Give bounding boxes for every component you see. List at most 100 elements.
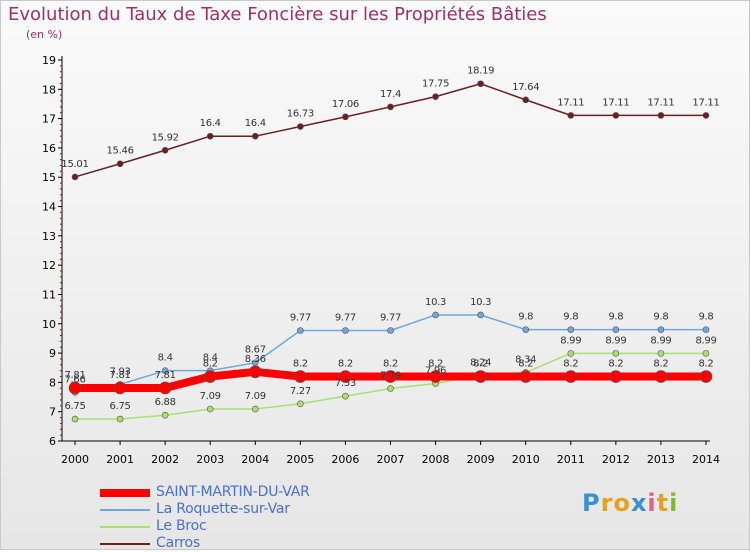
data-label: 8.2 [293, 359, 308, 370]
legend-swatch [100, 509, 150, 511]
data-point [342, 392, 349, 400]
data-label: 10.3 [425, 297, 446, 308]
data-point [567, 112, 575, 119]
legend-label: Le Broc [156, 518, 207, 534]
data-label: 9.77 [335, 313, 356, 324]
logo-letter: t [656, 489, 670, 517]
data-label: 8.67 [245, 345, 266, 356]
data-point [161, 146, 169, 154]
data-point [477, 311, 484, 319]
data-point [339, 370, 352, 383]
data-label: 8.99 [605, 335, 626, 346]
data-label: 8.2 [518, 359, 533, 370]
data-label: 6.88 [155, 397, 176, 408]
data-label: 16.4 [245, 118, 266, 129]
y-tick-label: 13 [42, 230, 56, 243]
data-point [612, 112, 620, 119]
data-point [342, 113, 349, 121]
data-label: 9.8 [518, 312, 533, 323]
data-point [567, 326, 575, 333]
x-tick-label: 2001 [106, 453, 134, 466]
data-point [432, 311, 439, 319]
x-tick-label: 2014 [692, 453, 720, 466]
x-tick-label: 2011 [557, 453, 585, 466]
data-label: 8.2 [428, 359, 443, 370]
data-label: 17.64 [512, 82, 539, 93]
data-label: 17.06 [332, 99, 359, 110]
data-label: 7.81 [155, 370, 176, 381]
data-label: 7.81 [110, 370, 131, 381]
data-label: 7.09 [200, 391, 221, 402]
data-point [71, 173, 79, 181]
data-point [522, 96, 530, 104]
data-point [567, 350, 575, 357]
data-point [657, 326, 665, 333]
data-label: 17.4 [380, 89, 401, 100]
proxiti-logo: Proxiti [582, 489, 678, 517]
chart-subtitle: (en %) [26, 28, 63, 41]
line-chart: 6 7 8 9 10 11 12 13 14 15 16 17 18 19 2000 2001 2002 2003… [42, 54, 720, 466]
data-label: 7.79 [380, 371, 401, 382]
data-label: 8.4 [203, 353, 218, 364]
data-point [654, 370, 668, 383]
logo-letter: x [630, 489, 648, 517]
data-point [387, 385, 394, 392]
y-tick-label: 17 [42, 113, 56, 126]
logo-letter: r [600, 489, 614, 517]
data-label: 16.73 [287, 109, 314, 120]
data-point [248, 365, 262, 379]
data-point [477, 80, 484, 88]
data-label: 8.99 [695, 335, 716, 346]
data-point [702, 112, 710, 119]
data-point [116, 415, 124, 423]
data-label: 9.8 [563, 312, 578, 323]
legend-swatch [100, 543, 150, 545]
data-point [71, 415, 79, 423]
data-point [113, 381, 127, 395]
y-tick-label: 6 [49, 435, 56, 448]
legend-label: La Roquette-sur-Var [156, 501, 290, 517]
data-point [612, 326, 620, 333]
y-tick-label: 12 [42, 259, 56, 272]
data-point [251, 405, 259, 413]
y-tick-label: 14 [42, 201, 56, 214]
data-label: 7.66 [64, 374, 85, 385]
data-point [297, 327, 304, 334]
data-point [206, 132, 214, 140]
x-tick-label: 2012 [602, 453, 630, 466]
data-label: 8.2 [698, 359, 713, 370]
data-label: 15.46 [107, 146, 134, 157]
y-tick-label: 11 [42, 288, 56, 301]
data-label: 17.11 [647, 97, 674, 108]
data-label: 17.75 [422, 79, 449, 90]
data-label: 7.81 [64, 370, 85, 381]
data-label: 7.96 [425, 366, 446, 377]
data-label: 8.2 [608, 359, 623, 370]
data-label: 7.93 [110, 366, 131, 377]
data-label: 8.36 [245, 354, 266, 365]
data-point [206, 405, 214, 413]
y-tick-label: 10 [42, 318, 56, 331]
data-point [251, 132, 259, 140]
x-tick-label: 2007 [377, 453, 405, 466]
data-label: 7.53 [335, 378, 356, 389]
data-point [384, 370, 397, 383]
data-label: 7.27 [290, 386, 311, 397]
data-label: 15.92 [152, 132, 179, 143]
x-tick-label: 2009 [467, 453, 495, 466]
logo-letter: i [647, 489, 657, 517]
data-label: 9.8 [653, 312, 668, 323]
y-tick-label: 18 [42, 83, 56, 96]
legend-label: SAINT-MARTIN-DU-VAR [156, 484, 310, 500]
logo-letter: P [582, 489, 601, 517]
data-label: 8.4 [158, 353, 173, 364]
data-point [519, 370, 533, 383]
data-label: 6.75 [110, 401, 131, 412]
data-label: 17.11 [557, 97, 584, 108]
data-point [609, 370, 623, 383]
data-label: 8.99 [650, 335, 671, 346]
y-tick-label: 15 [42, 171, 56, 184]
data-point [612, 350, 620, 357]
data-label: 10.3 [470, 297, 491, 308]
data-label: 8.2 [563, 359, 578, 370]
